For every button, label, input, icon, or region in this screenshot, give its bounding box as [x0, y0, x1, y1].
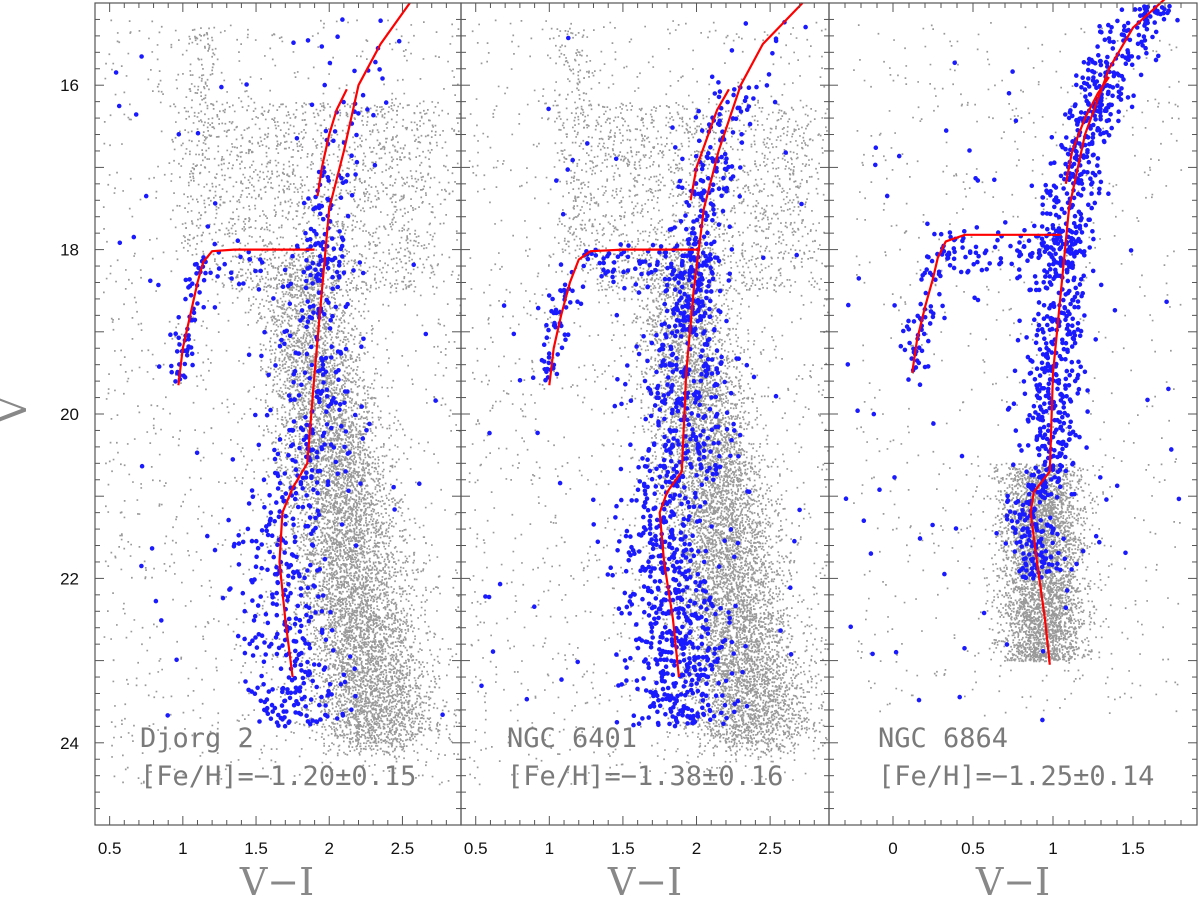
x-tick-label-1: 1.5 — [244, 839, 268, 858]
member-stars-panel-2 — [479, 20, 808, 729]
x-axis-title-1: V−I — [239, 860, 314, 904]
field-stars-panel-1 — [102, 19, 462, 786]
member-star-marks-2 — [479, 20, 808, 729]
panel-feh-3: [Fe/H]=−1.25±0.14 — [878, 761, 1154, 792]
axis-labels: 0.5 1 1.5 2 2.5 16 18 20 22 24 0.5 1 1.5 2 2.5 0 0.5 1 1.5 — [60, 76, 1145, 858]
panel-name-3: NGC 6864 — [878, 723, 1008, 754]
y-tick-label: 20 — [60, 405, 79, 424]
panel-frame-3 — [828, 2, 1198, 826]
field-star-marks-3 — [853, 22, 1183, 717]
isochrone-rgb-panel-1 — [278, 2, 411, 678]
y-tick-label: 16 — [60, 76, 79, 95]
x-tick-label-2: 0.5 — [464, 839, 488, 858]
star-clouds — [102, 3, 1183, 786]
x-tick-label-3: 1.5 — [1121, 839, 1145, 858]
y-tick-label: 18 — [60, 241, 79, 260]
member-stars-panel-3 — [843, 3, 1182, 723]
x-tick-label-2: 2.5 — [758, 839, 782, 858]
member-star-marks-3 — [843, 3, 1182, 723]
isochrone-curves — [177, 0, 1166, 678]
x-tick-label-3: 0.5 — [961, 839, 985, 858]
x-tick-label-1: 2.5 — [391, 839, 415, 858]
y-tick-label: 22 — [60, 569, 79, 588]
y-axis-title: V — [0, 396, 35, 425]
isochrone-agb-panel-1 — [316, 88, 348, 197]
x-tick-label-3: 0 — [888, 839, 897, 858]
isochrone-rgb-panel-3 — [1029, 0, 1166, 665]
x-axis-title-3: V−I — [975, 860, 1050, 904]
isochrone-hb-panel-3 — [911, 233, 1061, 374]
panel-name-1: Djorg 2 — [140, 723, 254, 754]
x-tick-label-1: 2 — [325, 839, 334, 858]
isochrone-rgb-panel-2 — [658, 2, 804, 678]
x-tick-label-1: 1 — [178, 839, 187, 858]
panel-feh-1: [Fe/H]=−1.20±0.15 — [140, 761, 416, 792]
field-star-marks-1 — [102, 19, 462, 786]
x-tick-label-2: 1.5 — [611, 839, 635, 858]
y-tick-label: 24 — [60, 734, 79, 753]
panel-frames — [94, 2, 1198, 826]
x-tick-label-1: 0.5 — [98, 839, 122, 858]
isochrone-hb-panel-1 — [177, 248, 315, 386]
panel-name-2: NGC 6401 — [507, 723, 637, 754]
panel-feh-2: [Fe/H]=−1.38±0.16 — [507, 761, 783, 792]
field-star-marks-2 — [468, 19, 829, 786]
isochrone-hb-panel-2 — [548, 248, 700, 386]
isochrone-agb-panel-3 — [1064, 76, 1110, 185]
isochrone-agb-panel-2 — [689, 88, 730, 201]
x-axis-title-2: V−I — [607, 860, 682, 904]
x-tick-label-2: 1 — [545, 839, 554, 858]
x-tick-label-2: 2 — [692, 839, 701, 858]
x-tick-label-3: 1 — [1048, 839, 1057, 858]
field-stars-panel-2 — [468, 19, 829, 786]
field-stars-panel-3 — [853, 22, 1183, 717]
